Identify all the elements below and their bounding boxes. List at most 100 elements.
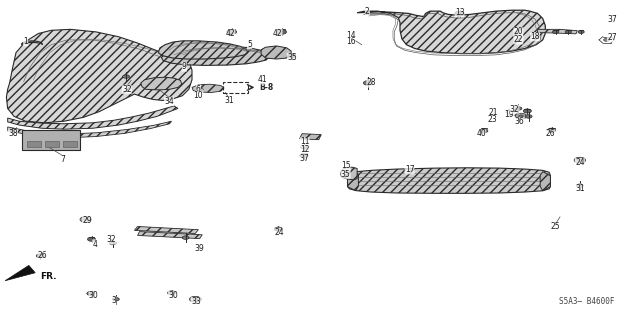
Circle shape <box>524 109 531 113</box>
Text: 29: 29 <box>82 216 92 225</box>
Circle shape <box>276 29 287 34</box>
Text: 19: 19 <box>504 110 515 119</box>
Circle shape <box>525 115 532 118</box>
Bar <box>63 141 77 147</box>
Polygon shape <box>159 41 248 59</box>
Circle shape <box>189 296 201 302</box>
Text: 23: 23 <box>488 115 498 124</box>
Circle shape <box>36 254 44 258</box>
Polygon shape <box>141 77 182 90</box>
Circle shape <box>548 128 556 132</box>
Text: 36: 36 <box>515 117 525 126</box>
Circle shape <box>455 11 464 16</box>
Text: 10: 10 <box>193 91 204 100</box>
Text: S5A3— B4600F: S5A3— B4600F <box>559 297 614 306</box>
Text: 21: 21 <box>488 108 497 117</box>
Text: B-8: B-8 <box>259 83 273 92</box>
Text: 11: 11 <box>300 137 309 146</box>
Text: 3: 3 <box>111 296 116 305</box>
Text: 5: 5 <box>247 40 252 49</box>
Circle shape <box>83 218 88 221</box>
Circle shape <box>552 30 559 33</box>
Text: 39: 39 <box>195 244 205 253</box>
Text: 35: 35 <box>287 53 297 62</box>
Text: 14: 14 <box>346 31 356 40</box>
Polygon shape <box>192 84 224 93</box>
Circle shape <box>113 298 119 301</box>
Circle shape <box>288 54 296 58</box>
Polygon shape <box>348 172 358 191</box>
Text: 7: 7 <box>60 155 65 164</box>
Circle shape <box>574 157 586 163</box>
Text: 41: 41 <box>257 75 268 84</box>
Text: 40: 40 <box>476 130 486 138</box>
Text: 6: 6 <box>196 85 201 94</box>
Circle shape <box>604 38 610 41</box>
Text: 9: 9 <box>182 63 187 71</box>
Text: 15: 15 <box>340 161 351 170</box>
Polygon shape <box>540 172 550 191</box>
Text: 33: 33 <box>191 297 201 306</box>
Text: 31: 31 <box>224 96 234 105</box>
Bar <box>45 141 59 147</box>
Text: 31: 31 <box>575 184 585 193</box>
Circle shape <box>577 184 583 187</box>
Text: 32: 32 <box>106 235 116 244</box>
Polygon shape <box>8 121 172 138</box>
Polygon shape <box>340 167 357 180</box>
Circle shape <box>80 217 92 222</box>
Text: 42: 42 <box>273 29 283 38</box>
Text: 30: 30 <box>88 291 99 300</box>
Circle shape <box>88 237 95 241</box>
Circle shape <box>565 30 572 33</box>
Text: 37: 37 <box>607 15 617 24</box>
Polygon shape <box>6 29 192 123</box>
Circle shape <box>168 291 175 295</box>
Text: 16: 16 <box>346 37 356 46</box>
Polygon shape <box>300 134 321 140</box>
Text: 26: 26 <box>545 130 556 138</box>
Text: 17: 17 <box>404 165 415 174</box>
Circle shape <box>109 241 116 245</box>
Text: 24: 24 <box>575 158 585 167</box>
Text: 24: 24 <box>274 228 284 237</box>
Text: FR.: FR. <box>40 272 56 281</box>
Circle shape <box>193 298 198 300</box>
Text: 4: 4 <box>92 240 97 249</box>
Text: 25: 25 <box>550 222 561 231</box>
Text: 18: 18 <box>531 32 540 41</box>
Text: 26: 26 <box>37 251 47 260</box>
Polygon shape <box>161 45 269 65</box>
Polygon shape <box>538 29 577 34</box>
Text: 32: 32 <box>122 85 132 94</box>
Text: 30: 30 <box>168 291 178 300</box>
Text: 28: 28 <box>367 78 376 87</box>
Circle shape <box>364 81 372 85</box>
Circle shape <box>301 145 307 149</box>
Text: 1: 1 <box>23 37 28 46</box>
Circle shape <box>518 115 524 117</box>
Circle shape <box>515 107 522 110</box>
Polygon shape <box>134 226 198 234</box>
Circle shape <box>300 154 308 158</box>
Circle shape <box>123 75 129 78</box>
Circle shape <box>577 159 582 161</box>
Text: 32: 32 <box>509 105 520 114</box>
Text: 37: 37 <box>300 154 310 163</box>
Circle shape <box>275 227 282 231</box>
Polygon shape <box>5 265 35 281</box>
Polygon shape <box>261 46 291 59</box>
Text: 2: 2 <box>365 7 370 16</box>
Circle shape <box>578 30 584 33</box>
Text: 12: 12 <box>300 145 309 154</box>
Circle shape <box>515 113 527 119</box>
Bar <box>27 141 41 147</box>
Bar <box>223 82 248 93</box>
Polygon shape <box>348 168 550 193</box>
Text: 20: 20 <box>513 27 524 36</box>
Text: 13: 13 <box>454 8 465 17</box>
Bar <box>22 130 80 150</box>
Text: 27: 27 <box>607 33 617 42</box>
Circle shape <box>182 236 189 239</box>
Circle shape <box>509 111 515 114</box>
